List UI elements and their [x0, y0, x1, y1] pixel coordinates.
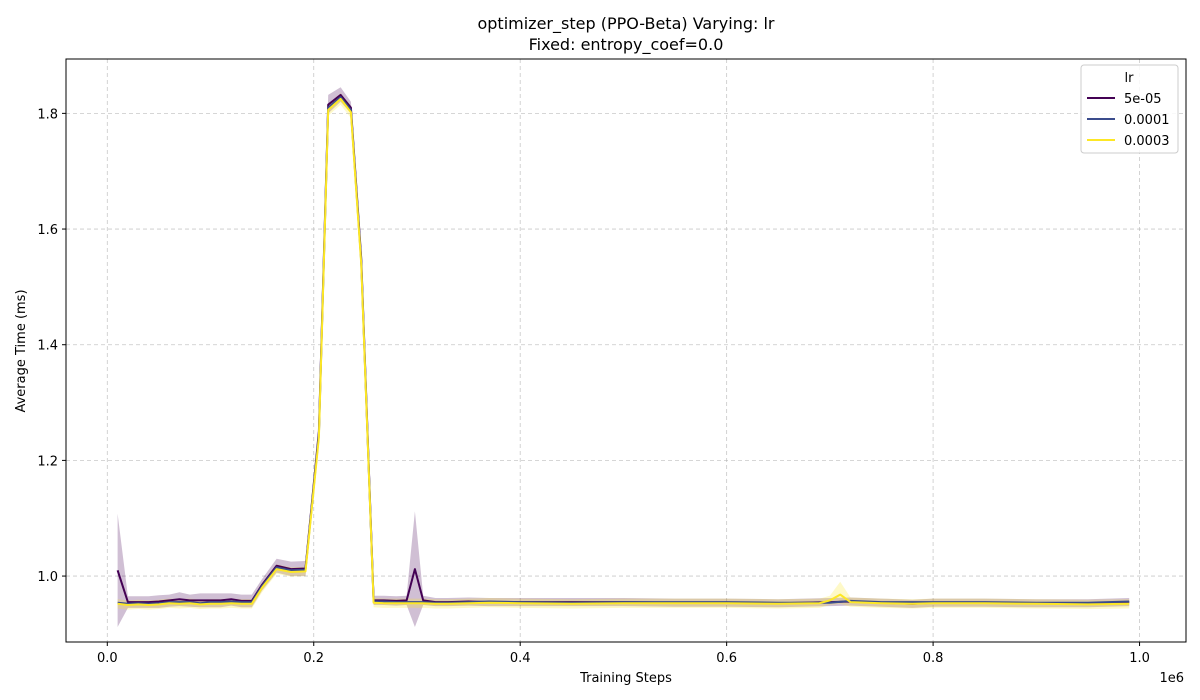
legend-entry: 0.0001	[1124, 113, 1170, 128]
legend-entry: 0.0003	[1124, 134, 1170, 149]
band-series-0	[117, 87, 1130, 628]
x-offset-label: 1e6	[1159, 671, 1184, 686]
legend-title: lr	[1125, 71, 1135, 86]
x-tick-label: 0.8	[923, 651, 944, 666]
y-tick-label: 1.2	[37, 454, 58, 469]
y-tick-label: 1.4	[37, 339, 58, 354]
band-series-2	[117, 93, 1130, 610]
y-tick-label: 1.0	[37, 570, 58, 585]
series-lines	[116, 93, 1130, 606]
grid	[66, 59, 1186, 642]
x-tick-label: 0.2	[303, 651, 324, 666]
y-axis: 1.0 1.2 1.4 1.6 1.8	[37, 107, 66, 585]
x-tick-label: 0.0	[97, 651, 118, 666]
y-tick-label: 1.6	[37, 223, 58, 238]
confidence-bands	[117, 87, 1130, 628]
x-tick-label: 1.0	[1129, 651, 1150, 666]
x-axis-label: Training Steps	[579, 671, 672, 686]
plot-frame	[65, 58, 1187, 643]
legend-entry: 5e-05	[1124, 92, 1162, 107]
x-tick-label: 0.4	[510, 651, 531, 666]
chart-title: optimizer_step (PPO-Beta) Varying: lr	[477, 14, 774, 34]
x-tick-label: 0.6	[716, 651, 737, 666]
x-axis: 0.0 0.2 0.4 0.6 0.8 1.0	[97, 642, 1150, 666]
legend: lr 5e-05 0.0001 0.0003	[1080, 64, 1179, 154]
y-axis-label: Average Time (ms)	[14, 289, 29, 412]
line-series-2	[117, 97, 1130, 606]
chart-subtitle: Fixed: entropy_coef=0.0	[529, 35, 724, 55]
line-series-0	[116, 93, 1130, 605]
line-series-1	[117, 96, 1130, 605]
y-tick-label: 1.8	[37, 107, 58, 122]
legend-box	[1080, 64, 1179, 154]
